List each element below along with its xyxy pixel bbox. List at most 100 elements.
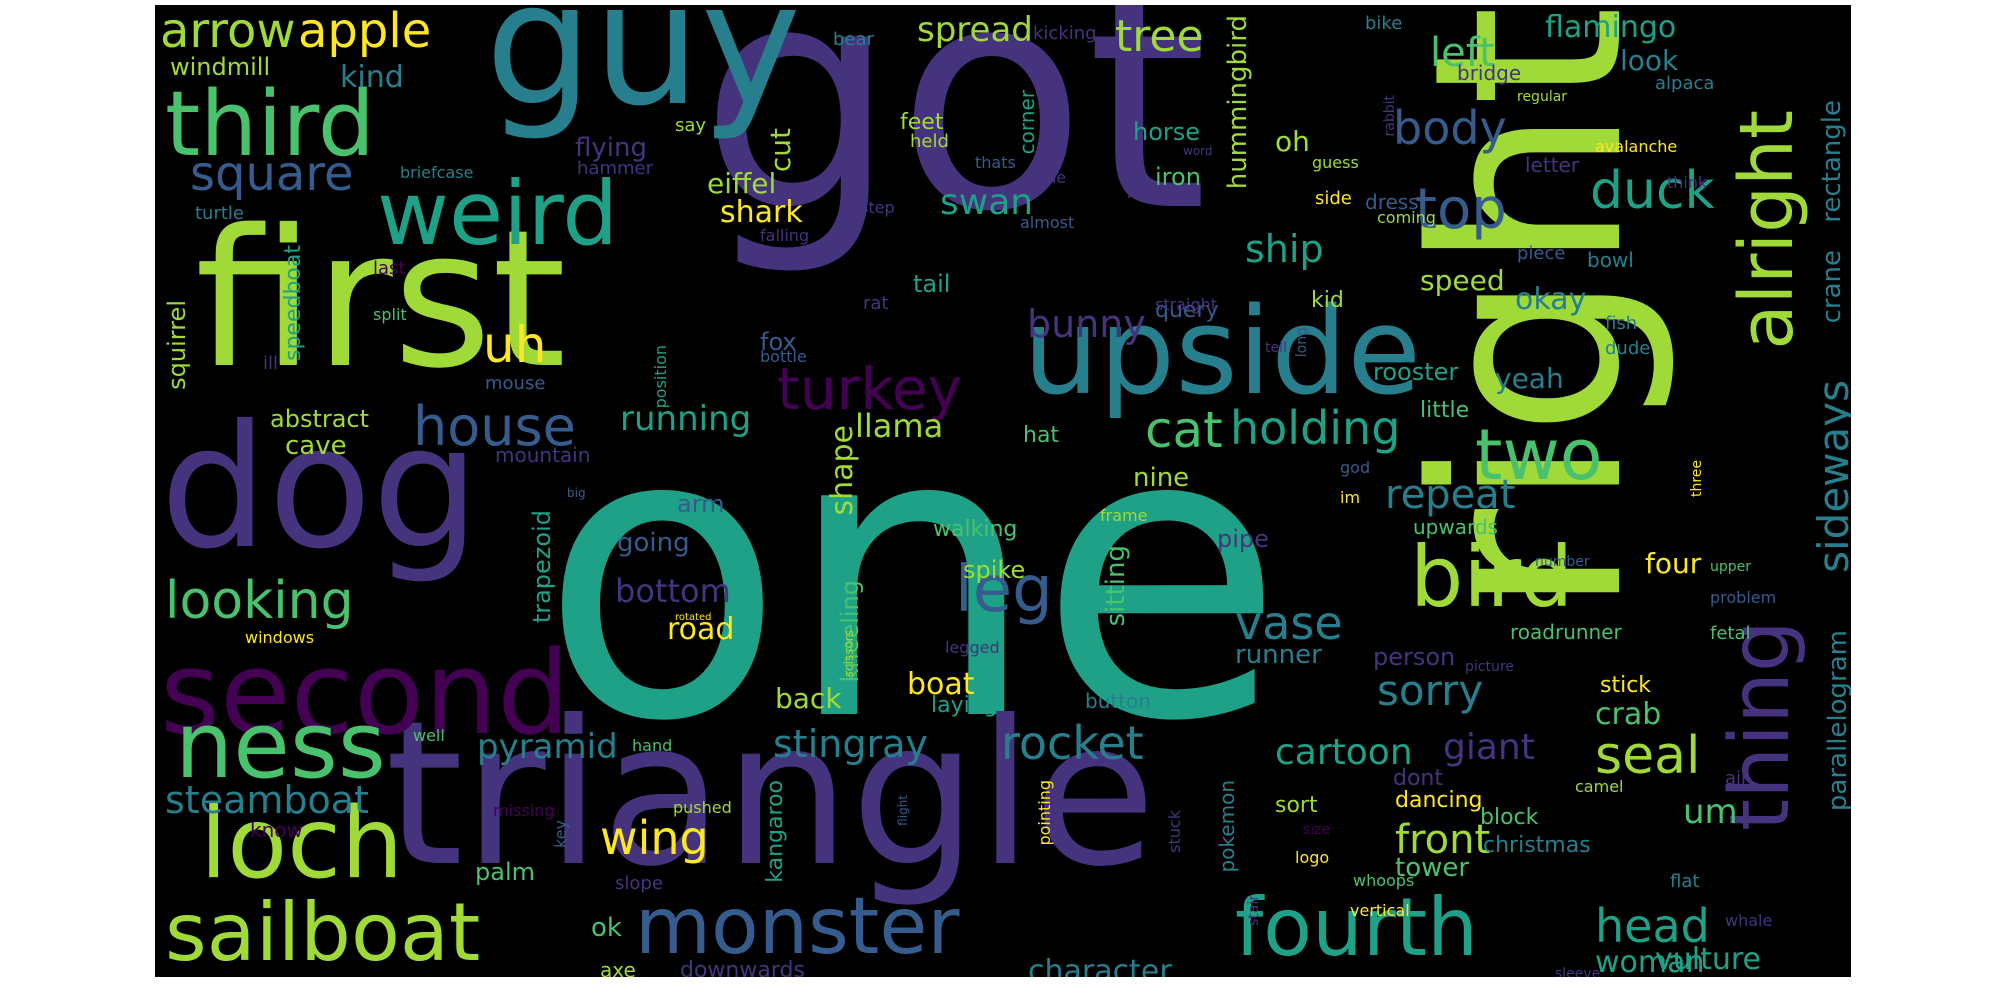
word-palm: palm [475, 858, 535, 886]
word-think: think [1667, 173, 1708, 192]
word-sort: sort [1275, 793, 1318, 818]
word-camel: camel [1575, 777, 1624, 796]
word-dress: dress [1365, 190, 1419, 214]
word-holding: holding [1230, 401, 1401, 455]
word-coming: coming [1377, 208, 1436, 227]
word-frame: frame [1100, 506, 1148, 525]
word-triangle: triangle [385, 678, 1157, 911]
word-key: key [551, 820, 570, 849]
word-fox: fox [760, 328, 797, 356]
word-split: split [373, 305, 407, 324]
word-spread: spread [917, 10, 1033, 50]
word-dude: dude [1605, 338, 1651, 359]
word-falling: falling [760, 226, 810, 245]
word-arm: arm [677, 490, 725, 518]
word-corner: corner [1015, 90, 1039, 155]
word-pokemon: pokemon [1215, 780, 1239, 873]
word-yeah: yeah [1495, 362, 1564, 395]
word-sideways: sideways [1809, 380, 1851, 573]
word-kicking: kicking [1033, 23, 1097, 44]
word-size: size [1303, 822, 1331, 838]
word-stingray: stingray [773, 722, 928, 766]
word-shape: shape [825, 425, 860, 516]
word-almost: almost [1020, 213, 1075, 232]
word-pyramid: pyramid [477, 727, 618, 767]
word-bunny: bunny [1027, 302, 1146, 346]
word-stick: stick [1600, 673, 1652, 698]
word-bear: bear [833, 29, 874, 50]
word-upside: upside [1023, 283, 1422, 422]
word-look: look [1620, 44, 1679, 77]
word-house: house [413, 395, 576, 458]
word-turkey: turkey [777, 355, 962, 423]
word-squirrel: squirrel [163, 300, 191, 390]
word-cut: cut [764, 128, 797, 173]
word-held: held [910, 131, 949, 152]
word-alright: alright [1724, 110, 1810, 350]
word-alpaca: alpaca [1655, 73, 1715, 94]
word-ill: ill [263, 353, 279, 374]
word-kind: kind [340, 60, 404, 95]
word-rectangle: rectangle [1817, 100, 1847, 223]
word-ness: ness [175, 692, 386, 799]
word-runner: runner [1235, 640, 1322, 670]
word-cave: cave [285, 431, 347, 461]
word-boat: boat [907, 667, 975, 702]
word-avalanche: avalanche [1595, 137, 1678, 156]
word-flight: flight [896, 795, 910, 826]
word-loch: loch [200, 787, 404, 901]
word-road: road [667, 612, 735, 647]
word-looking: looking [165, 571, 354, 631]
word-speed: speed [1420, 264, 1505, 297]
word-cartoon: cartoon [1275, 732, 1413, 773]
word-letter: letter [1525, 153, 1580, 177]
word-okay: okay [1515, 282, 1587, 317]
word-rooster: rooster [1373, 358, 1459, 386]
word-sitting: sitting [1101, 545, 1131, 627]
word-repeat: repeat [1385, 472, 1516, 518]
word-body: body [1393, 101, 1507, 155]
word-know: know [250, 818, 303, 842]
word-say: say [675, 115, 707, 136]
word-head: head [1595, 899, 1710, 953]
word-sorry: sorry [1377, 666, 1484, 715]
word-step: step [860, 198, 895, 217]
word-bottom: bottom [615, 572, 731, 610]
word-tree: tree [1115, 11, 1204, 62]
word-im: im [1340, 488, 1361, 507]
word-mouse: mouse [485, 373, 546, 394]
word-rocket: rocket [1001, 716, 1144, 770]
word-seal: seal [1595, 726, 1701, 786]
word-turtle: turtle [195, 203, 244, 224]
word-thats: thats [975, 153, 1016, 172]
word-horse: horse [1133, 118, 1201, 146]
word-button: button [1085, 689, 1151, 713]
word-number: number [1535, 554, 1590, 570]
word-pointing: pointing [1035, 780, 1054, 846]
word-rat: rat [863, 293, 889, 314]
word-monster: monster [635, 882, 960, 972]
word-eiffel: eiffel [707, 167, 777, 200]
word-duck: duck [1590, 161, 1715, 221]
word-cat: cat [1145, 401, 1223, 459]
word-pipe: pipe [1217, 525, 1269, 553]
word-fish: fish [1605, 313, 1638, 334]
word-top: top [1415, 177, 1507, 242]
word-front: front [1395, 817, 1491, 863]
word-roadrunner: roadrunner [1510, 620, 1622, 644]
word-woman: woman [1595, 945, 1705, 978]
word-bottle: bottle [760, 347, 807, 366]
word-briefcase: briefcase [400, 163, 474, 182]
word-person: person [1373, 643, 1456, 671]
word-steamboat: steamboat [165, 778, 369, 822]
word-square: square [190, 146, 354, 202]
word-dancing: dancing [1395, 788, 1483, 813]
word-slope: slope [615, 873, 663, 894]
word-parallelogram: parallelogram [1823, 630, 1851, 812]
word-oh: oh [1275, 125, 1310, 158]
word-little: little [1420, 398, 1470, 423]
word-left: left [1430, 30, 1495, 76]
word-picture: picture [1465, 659, 1514, 675]
word-air: air [1725, 768, 1749, 789]
word-upper: upper [1710, 559, 1752, 575]
